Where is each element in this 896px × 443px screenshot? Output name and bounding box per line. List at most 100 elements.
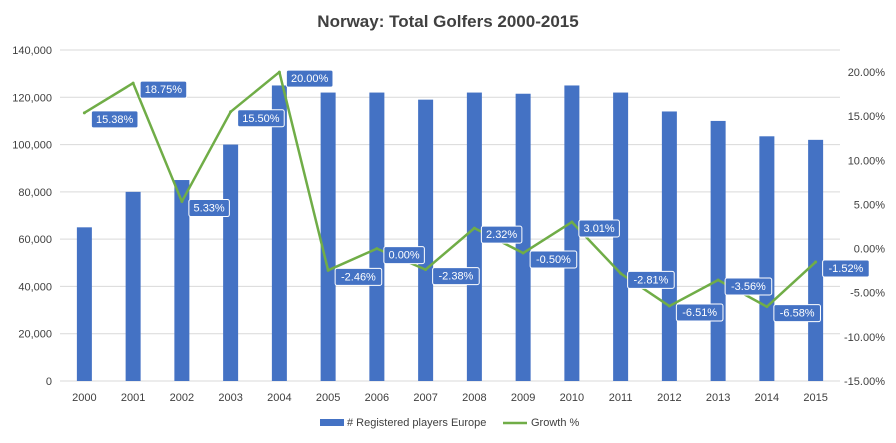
svg-text:-6.51%: -6.51% [682,307,717,319]
bar [125,191,141,381]
y-left-tick-label: 140,000 [12,45,52,57]
legend-item-bars: # Registered players Europe [320,417,486,429]
data-label: 2.32% [480,225,523,244]
line-point [814,260,818,264]
x-tick-label: 2010 [560,392,584,404]
legend: # Registered players Europe Growth % [320,417,580,429]
line-point [570,220,574,224]
x-tick-label: 2000 [72,392,96,404]
bar [710,120,726,381]
gridlines [60,49,840,382]
bar [515,93,531,381]
y-left-tick-label: 20,000 [18,329,52,341]
svg-text:0.00%: 0.00% [389,250,420,262]
x-tick-label: 2003 [218,392,242,404]
svg-text:2.32%: 2.32% [486,229,517,241]
bar [661,111,677,381]
bar [223,144,239,381]
y-right-tick-label: -5.00% [850,288,885,300]
line-point [375,247,379,251]
data-label: -3.56% [724,277,773,296]
data-label: 0.00% [383,246,425,265]
data-label: -2.81% [627,270,675,289]
bar [759,136,775,381]
x-tick-label: 2009 [511,392,535,404]
svg-text:3.01%: 3.01% [584,223,615,235]
y-right-tick-label: 20.00% [848,67,886,79]
line-point [716,278,720,282]
y-left-tick-label: 40,000 [18,281,52,293]
bar [174,180,190,381]
line-point [521,251,525,255]
bar [369,92,385,382]
svg-text:5.33%: 5.33% [194,203,225,215]
y-right-tick-label: -15.00% [844,376,885,388]
svg-text:20.00%: 20.00% [291,73,329,85]
line-point [326,268,330,272]
line-point [277,70,281,74]
data-label: 18.75% [139,80,188,99]
line-point [82,111,86,115]
line-point [131,81,135,85]
data-label: -6.51% [675,303,724,322]
y-left-tick-label: 60,000 [18,234,52,246]
svg-text:-6.58%: -6.58% [780,308,815,320]
x-tick-label: 2013 [706,392,730,404]
line-point [229,110,233,114]
svg-text:-2.46%: -2.46% [341,271,376,283]
x-tick-label: 2008 [462,392,486,404]
line-point [667,304,671,308]
x-tick-label: 2007 [413,392,437,404]
bar [320,92,336,382]
data-label: 20.00% [285,69,334,88]
x-tick-label: 2005 [316,392,340,404]
bar [613,92,629,382]
svg-text:-2.81%: -2.81% [633,274,668,286]
x-tick-label: 2001 [121,392,145,404]
bar [564,85,580,381]
svg-text:# Registered players Europe: # Registered players Europe [347,417,486,429]
x-tick-label: 2014 [755,392,779,404]
x-tick-label: 2015 [803,392,827,404]
chart-title: Norway: Total Golfers 2000-2015 [317,12,578,31]
y-right-tick-label: 0.00% [854,244,885,256]
line-point [180,200,184,204]
bar [76,227,92,381]
svg-text:15.50%: 15.50% [242,113,280,125]
line-series [82,70,818,309]
y-right-tick-label: 10.00% [848,155,886,167]
x-tick-label: 2012 [657,392,681,404]
data-labels: 15.38% 18.75% 5.33% 15.50% 20.00% -2.46% 0.00%… [90,69,870,323]
svg-text:18.75%: 18.75% [145,84,183,96]
line-point [619,271,623,275]
svg-text:-1.52%: -1.52% [828,263,863,275]
svg-text:-2.38%: -2.38% [438,271,473,283]
svg-text:Growth %: Growth % [531,417,580,429]
svg-text:-3.56%: -3.56% [731,281,766,293]
y-left-tick-label: 120,000 [12,92,52,104]
data-label: -2.38% [432,267,480,286]
y-right-tick-label: 15.00% [848,111,886,123]
x-tick-label: 2011 [609,392,633,404]
legend-item-line: Growth % [503,417,580,429]
y-left-tick-label: 0 [46,376,52,388]
y-left-tick-label: 100,000 [12,140,52,152]
x-tick-label: 2004 [267,392,291,404]
line-point [765,305,769,309]
bar [808,139,824,381]
bar [466,92,482,382]
y-left-tick-label: 80,000 [18,187,52,199]
line-point [424,268,428,272]
svg-text:15.38%: 15.38% [96,114,134,126]
data-label: -1.52% [822,259,870,278]
data-label: -6.58% [773,304,821,323]
data-label: 15.38% [90,110,139,129]
bar [418,99,434,382]
x-tick-label: 2006 [365,392,389,404]
y-right-tick-label: -10.00% [844,332,885,344]
line-point [472,226,476,230]
data-label: 3.01% [578,219,620,238]
growth-line [83,70,817,308]
data-label: 15.50% [237,109,285,128]
